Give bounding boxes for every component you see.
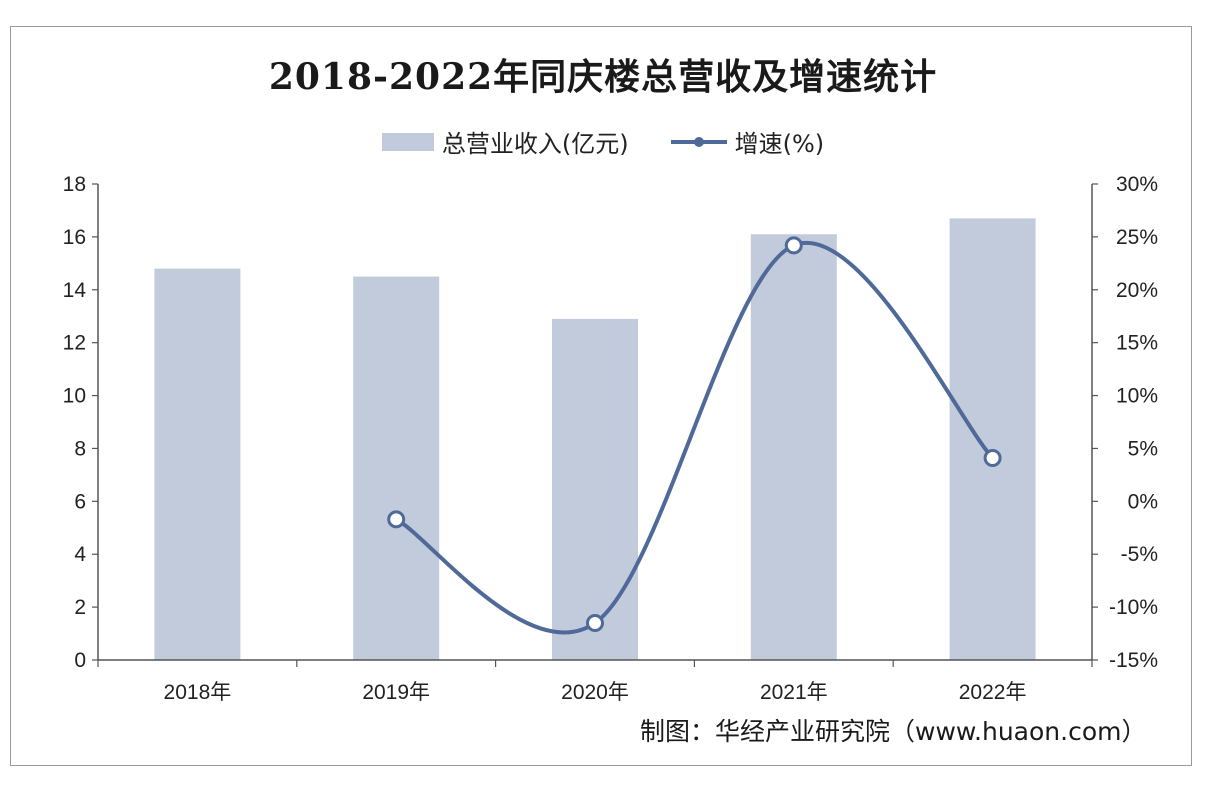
bar-2 — [552, 318, 638, 660]
growth-point-3 — [983, 448, 1002, 467]
y-right-tick-label-5: 10% — [1116, 385, 1158, 408]
growth-point-1 — [586, 613, 604, 632]
y-left-tick-label-1: 2 — [74, 596, 86, 619]
x-tick-label-2: 2020年 — [561, 681, 629, 704]
y-right-tick-label-9: 30% — [1116, 173, 1158, 196]
y-left-tick-label-4: 8 — [74, 437, 86, 460]
bar-4 — [949, 218, 1036, 660]
growth-point-0 — [387, 510, 406, 529]
x-tick-label-3: 2021年 — [760, 681, 828, 704]
bar-0 — [154, 268, 241, 660]
bar-1 — [353, 276, 440, 660]
y-right-tick-label-4: 5% — [1128, 437, 1158, 460]
x-tick-label-4: 2022年 — [959, 681, 1027, 704]
source-credit: 制图：华经产业研究院（www.huaon.com） — [640, 717, 1147, 746]
legend-label-growth: 增速(%) — [734, 130, 825, 158]
bar-3 — [750, 234, 837, 660]
y-left-tick-label-5: 10 — [63, 385, 86, 408]
y-right-tick-label-8: 25% — [1116, 226, 1158, 249]
legend-swatch-line — [670, 136, 727, 147]
legend-swatch-bar — [381, 132, 434, 151]
y-right-tick-label-6: 15% — [1116, 332, 1158, 355]
growth-line — [394, 240, 995, 635]
y-left-tick-label-7: 14 — [63, 279, 87, 302]
y-right-tick-label-7: 20% — [1116, 279, 1158, 302]
legend: 总营业收入(亿元) 增速(%) — [0, 124, 1206, 159]
y-left-tick-label-2: 4 — [74, 543, 86, 566]
y-right-tick-label-3: 0% — [1128, 490, 1158, 513]
y-right-tick-label-2: -5% — [1121, 543, 1158, 566]
y-right-tick-label-1: -10% — [1109, 596, 1158, 619]
legend-item-growth: 增速(%) — [670, 124, 825, 159]
y-left-tick-label-9: 18 — [63, 173, 86, 196]
y-left-tick-label-8: 16 — [63, 226, 86, 249]
legend-item-revenue: 总营业收入(亿元) — [381, 124, 629, 159]
chart-title: 2018-2022年同庆楼总营收及增速统计 — [268, 56, 938, 98]
y-left-tick-label-6: 12 — [63, 332, 86, 355]
y-left-tick-label-0: 0 — [74, 649, 86, 672]
y-right-tick-label-0: -15% — [1109, 649, 1158, 672]
x-tick-label-0: 2018年 — [164, 681, 232, 704]
growth-point-2 — [784, 236, 803, 255]
x-tick-label-1: 2019年 — [362, 681, 430, 704]
y-left-tick-label-3: 6 — [74, 490, 86, 513]
legend-label-revenue: 总营业收入(亿元) — [441, 130, 629, 158]
